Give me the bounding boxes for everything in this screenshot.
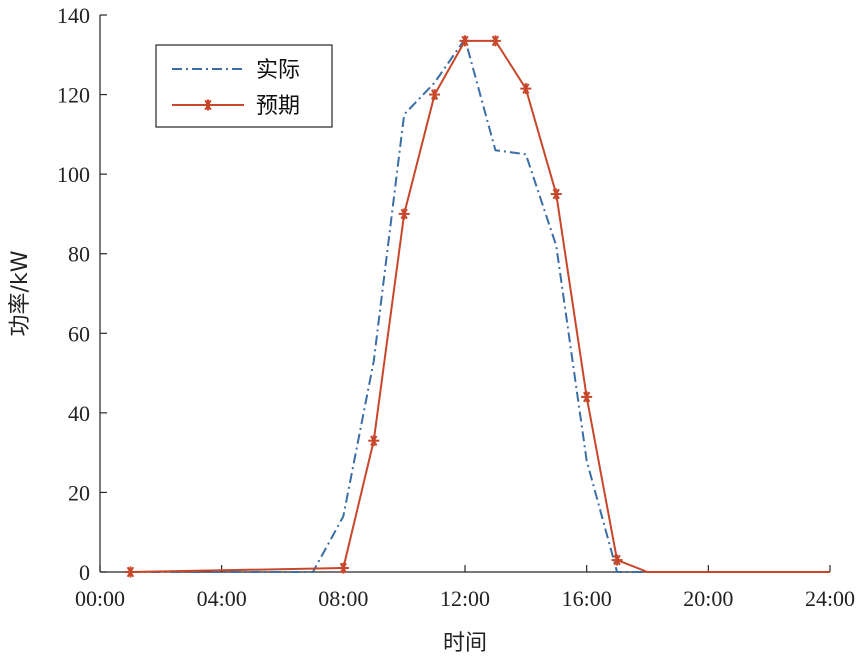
data-point-marker	[520, 83, 532, 95]
data-point-marker	[368, 435, 380, 447]
data-point-marker	[581, 391, 593, 403]
data-point-marker	[459, 35, 471, 47]
legend-label-2: 预期	[256, 94, 300, 119]
x-tick-label: 12:00	[440, 586, 490, 611]
series-layer	[124, 35, 830, 578]
legend-box	[155, 44, 333, 128]
y-tick-label: 140	[57, 3, 90, 28]
y-tick-label: 0	[79, 560, 90, 585]
x-tick-label: 24:00	[805, 586, 855, 611]
y-tick-label: 20	[68, 480, 90, 505]
x-tick-label: 08:00	[318, 586, 368, 611]
y-tick-label: 40	[68, 401, 90, 426]
series-2	[124, 35, 830, 578]
data-point-marker	[124, 566, 136, 578]
x-tick-label: 16:00	[562, 586, 612, 611]
axes: 00:00 04:00 08:00 12:00 16:00 20:00 24:00 0 20 40…	[57, 3, 855, 611]
y-tick-label: 80	[68, 242, 90, 267]
legend-marker-2	[202, 99, 214, 111]
x-tick-label: 00:00	[75, 586, 125, 611]
legend-label-1: 实际	[256, 58, 300, 83]
x-axis-title: 时间	[443, 631, 487, 656]
data-point-marker	[489, 35, 501, 47]
data-point-marker	[398, 208, 410, 220]
data-point-marker	[337, 562, 349, 574]
y-tick-label: 120	[57, 83, 90, 108]
y-tick-label: 60	[68, 321, 90, 346]
x-tick-label: 04:00	[197, 586, 247, 611]
y-tick-label: 100	[57, 162, 90, 187]
data-point-marker	[550, 188, 562, 200]
x-tick-label: 20:00	[683, 586, 733, 611]
y-axis-title: 功率/kW	[8, 250, 33, 336]
data-point-marker	[429, 89, 441, 101]
data-point-marker	[611, 554, 623, 566]
